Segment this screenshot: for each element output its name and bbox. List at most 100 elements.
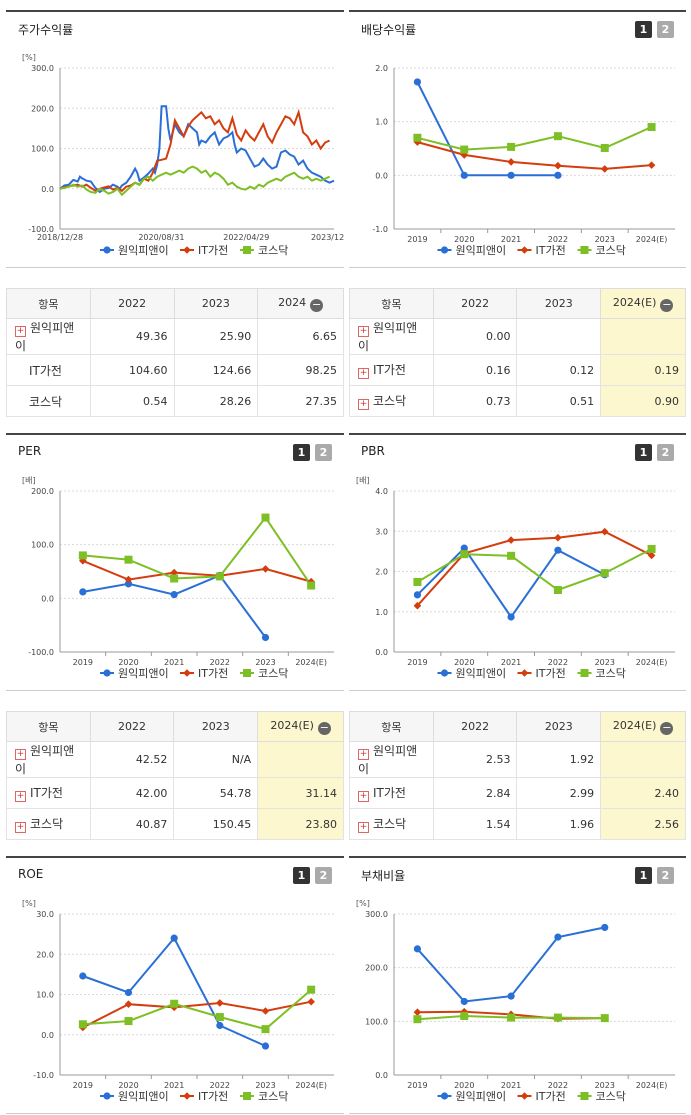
table-header: 항목 2022 2023 2024(E) −: [6, 711, 344, 742]
row-name[interactable]: + 코스닥: [349, 808, 434, 840]
col-header-2024e: 2024(E) −: [600, 288, 686, 319]
page-2-button[interactable]: 2: [657, 21, 674, 38]
page-1-button[interactable]: 1: [635, 867, 652, 884]
table-header: 항목 2022 2023 2024−: [6, 288, 344, 319]
legend-label-1: 원익피앤이: [456, 667, 507, 680]
col-header-label: 2024(E): [612, 295, 657, 309]
series-point: [520, 669, 529, 677]
y-unit: [%]: [356, 899, 370, 908]
x-tick-label: 2024(E): [636, 235, 668, 244]
collapse-icon[interactable]: −: [660, 720, 674, 735]
page-2-button[interactable]: 2: [657, 867, 674, 884]
row-name[interactable]: + 원익피앤이: [6, 318, 91, 355]
series-point: [124, 1017, 133, 1026]
y-tick-label: 0.0: [41, 594, 54, 603]
collapse-icon[interactable]: −: [310, 297, 324, 312]
col-header: 2022: [89, 711, 175, 742]
row-name[interactable]: + 원익피앤이: [6, 741, 91, 778]
series-line-3: [417, 126, 653, 151]
legend-label-1: 원익피앤이: [456, 244, 507, 257]
series-point: [460, 145, 469, 154]
cell: 150.45: [173, 808, 259, 840]
series-point: [580, 246, 589, 254]
page-1-button[interactable]: 1: [293, 867, 310, 884]
panel-per: PER 1 2 [배] 200.0 100.0 0.0 -100.0 2019 2020 20…: [6, 433, 344, 691]
series-point: [507, 551, 516, 560]
page-1-button[interactable]: 1: [635, 21, 652, 38]
expand-icon[interactable]: +: [15, 749, 26, 760]
x-tick-label: 2022: [548, 658, 568, 667]
series-point: [216, 1021, 224, 1030]
row-name[interactable]: + 코스닥: [349, 385, 434, 417]
series-point: [554, 933, 562, 941]
page-2-button[interactable]: 2: [657, 444, 674, 461]
col-header: 항목: [349, 288, 434, 319]
table-row: + IT가전 2.84 2.99 2.40: [349, 777, 686, 809]
y-tick-label: 300.0: [365, 910, 388, 919]
series-point: [460, 544, 468, 552]
collapse-icon[interactable]: −: [317, 720, 331, 735]
series-point: [243, 246, 251, 254]
row-name[interactable]: + 코스닥: [6, 808, 91, 840]
row-name[interactable]: + 원익피앤이: [349, 318, 434, 355]
series-point: [600, 143, 609, 152]
series-point: [460, 171, 468, 179]
series-line-1: [416, 926, 606, 1003]
expand-icon[interactable]: +: [358, 399, 369, 410]
collapse-icon[interactable]: −: [660, 297, 674, 312]
table-row: + IT가전 42.00 54.78 31.14: [6, 777, 344, 809]
row-name[interactable]: + IT가전: [349, 354, 434, 386]
col-header-2024e: 2024(E) −: [600, 711, 686, 742]
series-point: [124, 555, 133, 564]
cell: 40.87: [89, 808, 175, 840]
series-point: [554, 533, 562, 542]
expand-icon[interactable]: +: [358, 822, 369, 833]
expand-icon[interactable]: +: [15, 791, 26, 802]
page-2-button[interactable]: 2: [315, 444, 332, 461]
expand-icon[interactable]: +: [358, 749, 369, 760]
expand-icon[interactable]: +: [15, 822, 26, 833]
x-tick-label: 2023: [255, 658, 275, 667]
pbr-table: 항목 2022 2023 2024(E) − + 원익피앤이 2.53 1.92 +…: [349, 711, 686, 840]
row-label: 원익피앤이: [15, 744, 75, 776]
x-tick-label: 2020: [118, 1081, 138, 1090]
x-tick-label: 2022: [548, 1081, 568, 1090]
expand-icon[interactable]: +: [358, 368, 369, 379]
x-tick-label: 2023: [595, 1081, 615, 1090]
page-1-button[interactable]: 1: [293, 444, 310, 461]
series-point: [124, 580, 133, 588]
col-header: 2023: [173, 288, 259, 319]
page-2-button[interactable]: 2: [315, 867, 332, 884]
series-point: [307, 985, 316, 994]
cell: 25.90: [173, 318, 259, 355]
series-point: [600, 527, 609, 536]
y-unit: [%]: [22, 53, 36, 62]
series-point: [554, 171, 562, 179]
series-point: [215, 1013, 224, 1022]
y-tick-label: 2.0: [375, 64, 388, 73]
y-unit: [%]: [22, 899, 36, 908]
expand-icon[interactable]: +: [358, 326, 369, 337]
top-strip: [0, 0, 691, 6]
panel-pbr: PBR 1 2 [배] 4.0 3.0 2.0 1.0 0.0 2019 2020 2021 20…: [349, 433, 686, 691]
series-point: [215, 572, 224, 581]
y-tick-label: -100.0: [28, 225, 54, 234]
row-name[interactable]: + 원익피앤이: [349, 741, 434, 778]
panel-title: PER: [18, 444, 42, 458]
y-tick-label: 1.0: [375, 608, 388, 617]
row-name[interactable]: + IT가전: [349, 777, 434, 809]
series-point: [78, 551, 87, 560]
series-line-2: [82, 559, 312, 583]
cell: 42.52: [89, 741, 175, 778]
y-tick-label: -100.0: [28, 648, 54, 657]
expand-icon[interactable]: +: [358, 791, 369, 802]
expand-icon[interactable]: +: [15, 326, 26, 337]
row-label: 코스닥: [373, 817, 407, 831]
y-tick-label: 2.0: [375, 568, 388, 577]
x-tick-label: 2023/12/28: [311, 233, 344, 242]
series-point: [413, 945, 422, 953]
page-1-button[interactable]: 1: [635, 444, 652, 461]
series-point: [413, 78, 422, 86]
series-point: [507, 142, 516, 151]
row-name[interactable]: + IT가전: [6, 777, 91, 809]
